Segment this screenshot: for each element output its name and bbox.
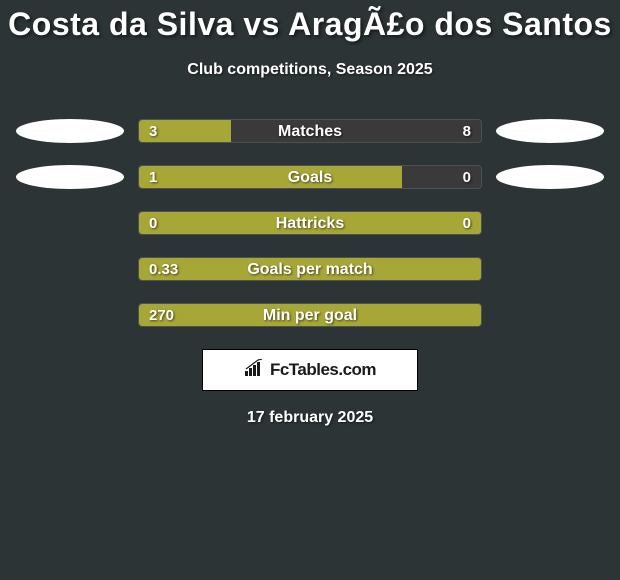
stat-bar: 00Hattricks <box>138 211 482 235</box>
logo-text: FcTables.com <box>270 360 376 380</box>
stat-row: 10Goals <box>0 165 620 189</box>
stat-bar-left <box>139 258 481 280</box>
stat-bar-right <box>231 120 481 142</box>
stat-bar-left <box>139 120 231 142</box>
stat-bar-left <box>139 166 402 188</box>
stat-bar: 270Min per goal <box>138 303 482 327</box>
stat-bar-left <box>139 212 481 234</box>
page-subtitle: Club competitions, Season 2025 <box>0 61 620 79</box>
stat-row: 270Min per goal <box>0 303 620 327</box>
player-left-ellipse <box>16 165 124 189</box>
logo-box: FcTables.com <box>202 349 418 391</box>
stat-row: 0.33Goals per match <box>0 257 620 281</box>
logo-chart-icon <box>244 359 266 382</box>
stat-row: 00Hattricks <box>0 211 620 235</box>
player-right-ellipse <box>496 119 604 143</box>
stat-bar-left <box>139 304 481 326</box>
stat-bar: 0.33Goals per match <box>138 257 482 281</box>
stat-bar-right <box>402 166 481 188</box>
player-left-ellipse <box>16 119 124 143</box>
stat-bar: 38Matches <box>138 119 482 143</box>
page-title: Costa da Silva vs AragÃ£o dos Santos <box>0 0 620 43</box>
stat-rows: 38Matches 10Goals 00Hattricks 0.33Goals per… <box>0 119 620 327</box>
stat-bar: 10Goals <box>138 165 482 189</box>
stat-row: 38Matches <box>0 119 620 143</box>
date-line: 17 february 2025 <box>0 409 620 427</box>
player-right-ellipse <box>496 165 604 189</box>
